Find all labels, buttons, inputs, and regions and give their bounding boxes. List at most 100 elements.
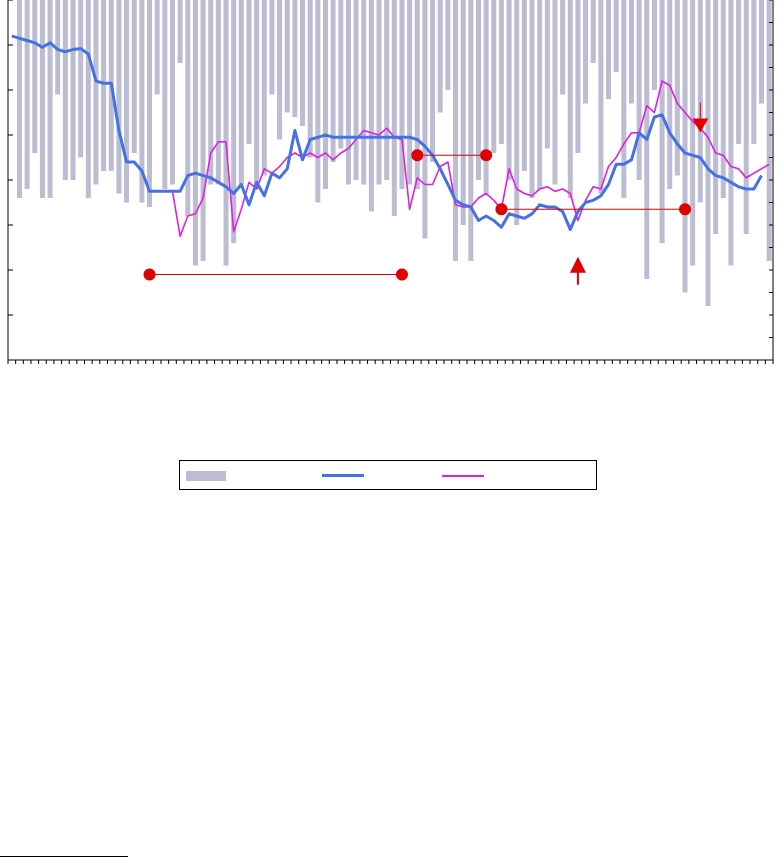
bar bbox=[116, 0, 122, 194]
range-dot-end bbox=[679, 203, 692, 216]
bar bbox=[24, 0, 30, 189]
bar bbox=[139, 0, 145, 203]
bar bbox=[521, 0, 527, 171]
annotations bbox=[143, 102, 709, 285]
bar bbox=[131, 0, 137, 153]
bar bbox=[32, 0, 38, 153]
range-dot-start bbox=[495, 203, 508, 216]
bar bbox=[223, 0, 229, 266]
bar bbox=[208, 0, 214, 185]
bar bbox=[759, 0, 765, 104]
bar bbox=[261, 0, 267, 176]
range-dot-start bbox=[411, 149, 424, 162]
bar bbox=[606, 0, 612, 99]
bar bbox=[529, 0, 535, 198]
bar bbox=[124, 0, 130, 203]
bar bbox=[491, 0, 497, 153]
bar bbox=[185, 0, 191, 216]
bar bbox=[315, 0, 321, 203]
tick-marks bbox=[7, 0, 774, 364]
bar bbox=[437, 0, 443, 113]
bar bbox=[636, 0, 642, 180]
bar bbox=[284, 0, 290, 113]
bar bbox=[728, 0, 734, 266]
bar bbox=[55, 0, 61, 95]
bar bbox=[430, 0, 436, 162]
arrow-up-icon bbox=[569, 256, 586, 273]
bar bbox=[101, 0, 107, 171]
bar bbox=[713, 0, 719, 234]
bar bbox=[575, 0, 581, 153]
bar bbox=[690, 0, 696, 266]
bar bbox=[743, 0, 749, 234]
bar bbox=[613, 0, 619, 72]
bar bbox=[246, 0, 252, 144]
bar bbox=[292, 0, 298, 117]
bar bbox=[598, 0, 604, 194]
bar bbox=[751, 0, 757, 144]
bar bbox=[47, 0, 53, 198]
bar bbox=[453, 0, 459, 261]
bar bbox=[537, 0, 543, 189]
bar bbox=[254, 0, 260, 189]
arrow-down-icon bbox=[692, 118, 709, 133]
bar bbox=[422, 0, 428, 239]
bar bbox=[177, 0, 183, 63]
legend-swatch-magenta-line bbox=[442, 475, 484, 477]
bar bbox=[368, 0, 374, 212]
chart-svg bbox=[7, 0, 774, 364]
bar bbox=[215, 0, 221, 185]
bar bbox=[231, 0, 237, 243]
bar bbox=[269, 0, 275, 95]
bar bbox=[697, 0, 703, 203]
bar bbox=[154, 0, 160, 95]
bar bbox=[93, 0, 99, 185]
bar bbox=[583, 0, 589, 104]
bar bbox=[483, 0, 489, 194]
legend-swatch-blue-line bbox=[322, 474, 364, 477]
bar bbox=[169, 0, 175, 185]
range-dot-end bbox=[480, 149, 493, 162]
bar bbox=[361, 0, 367, 185]
bar bbox=[300, 0, 306, 126]
bar bbox=[552, 0, 558, 185]
bar bbox=[514, 0, 520, 225]
bar bbox=[628, 0, 634, 104]
bar bbox=[705, 0, 711, 306]
bar bbox=[667, 0, 673, 189]
bar bbox=[62, 0, 68, 180]
bar bbox=[391, 0, 397, 216]
bar bbox=[651, 0, 657, 90]
bar bbox=[475, 0, 481, 180]
bar bbox=[376, 0, 382, 185]
bar bbox=[621, 0, 627, 198]
bar bbox=[238, 0, 244, 185]
bar bbox=[16, 0, 22, 198]
bar bbox=[682, 0, 688, 293]
bar bbox=[192, 0, 198, 266]
bar-series bbox=[16, 0, 772, 306]
bar bbox=[338, 0, 344, 149]
range-dot-end bbox=[395, 268, 408, 281]
range-dot-start bbox=[143, 268, 156, 281]
bar bbox=[460, 0, 466, 225]
bar bbox=[330, 0, 336, 162]
bar bbox=[200, 0, 206, 261]
bar bbox=[674, 0, 680, 176]
bar bbox=[307, 0, 313, 158]
series-line bbox=[11, 34, 763, 231]
bar bbox=[766, 0, 772, 261]
bar bbox=[39, 0, 45, 198]
bar bbox=[384, 0, 390, 180]
bar bbox=[322, 0, 328, 189]
bar bbox=[353, 0, 359, 180]
bar bbox=[590, 0, 596, 63]
bar bbox=[345, 0, 351, 185]
bar bbox=[498, 0, 504, 144]
bar bbox=[162, 0, 168, 189]
bar bbox=[567, 0, 573, 198]
bar bbox=[407, 0, 413, 185]
legend bbox=[179, 460, 597, 490]
bar bbox=[468, 0, 474, 261]
axes bbox=[7, 0, 774, 361]
